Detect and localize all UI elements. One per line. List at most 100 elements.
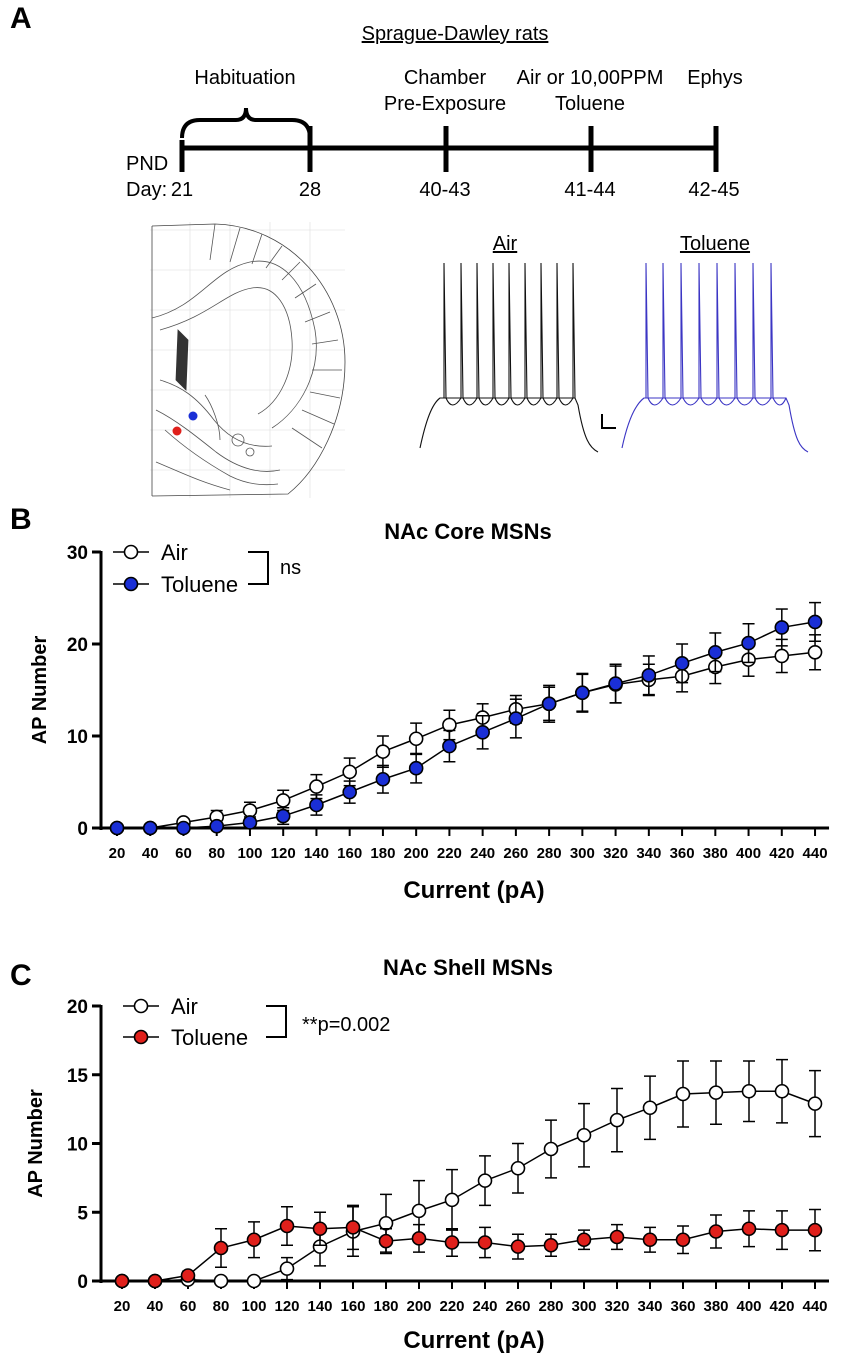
x-tick-label: 140 — [304, 845, 329, 862]
study-title: Sprague-Dawley rats — [361, 23, 549, 45]
data-point-toluene — [774, 620, 790, 635]
data-point-toluene — [213, 1240, 229, 1256]
data-point-air — [510, 1160, 526, 1176]
data-point-air — [279, 1261, 295, 1276]
x-tick-label: 360 — [670, 845, 695, 862]
series-toluene — [109, 601, 823, 836]
data-point-air — [774, 648, 790, 664]
x-tick-label: 100 — [237, 845, 262, 862]
data-point-air — [708, 1085, 724, 1100]
y-tick-label: 0 — [77, 1272, 88, 1293]
data-point-air — [411, 1203, 427, 1219]
x-tick-label: 60 — [180, 1298, 197, 1315]
data-point-toluene — [541, 696, 557, 712]
day-label: Day: — [126, 179, 168, 201]
x-tick-label: 40 — [142, 845, 159, 862]
x-tick-label: 400 — [736, 845, 761, 862]
data-point-air — [213, 1273, 229, 1289]
brain-section — [150, 222, 346, 498]
data-point-toluene — [508, 711, 524, 726]
x-tick-label: 280 — [537, 845, 562, 862]
panel-b-letter: B — [10, 503, 32, 536]
legend: Air Toluene **p=0.002 — [123, 994, 390, 1050]
data-point-toluene — [209, 818, 225, 834]
legend: Air Toluene ns — [113, 540, 301, 597]
chart-title: NAc Shell MSNs — [383, 955, 553, 980]
shell-recording-site — [172, 426, 182, 436]
x-tick-label: 300 — [571, 1298, 596, 1315]
series-line-toluene — [122, 1225, 815, 1282]
x-tick-label: 80 — [213, 1298, 230, 1315]
data-point-toluene — [342, 784, 357, 800]
x-tick-label: 160 — [337, 845, 362, 862]
significance-label: **p=0.002 — [302, 1014, 390, 1036]
data-point-air — [576, 1127, 592, 1143]
habituation-brace — [180, 107, 312, 139]
day-40-43: 40-43 — [419, 179, 471, 201]
x-tick-label: 300 — [570, 845, 595, 862]
x-tick-label: 220 — [439, 1298, 464, 1315]
panel-c-letter: C — [10, 959, 32, 992]
x-tick-label: 420 — [769, 1298, 794, 1315]
data-point-toluene — [378, 1233, 394, 1249]
data-point-toluene — [609, 1229, 625, 1245]
scale-bar — [601, 414, 616, 429]
x-tick-label: 320 — [604, 1298, 629, 1315]
data-point-air — [774, 1083, 790, 1099]
pnd-label: PND — [126, 153, 169, 175]
data-point-toluene — [807, 1222, 823, 1238]
data-point-toluene — [741, 1221, 757, 1237]
significance-bracket — [248, 551, 269, 585]
data-point-air — [408, 731, 424, 747]
data-point-toluene — [642, 1232, 658, 1248]
shell-chart: NAc Shell MSNs 0 5 10 15 20 20 40 60 80 100 120 140 1… — [25, 955, 829, 1354]
x-tick-label: 380 — [703, 845, 728, 862]
x-tick-label: 240 — [472, 1298, 497, 1315]
data-point-toluene — [246, 1232, 262, 1248]
significance-label: ns — [280, 557, 301, 579]
day-42-45: 42-45 — [688, 179, 740, 201]
legend-label-air: Air — [171, 994, 198, 1019]
y-tick-label: 5 — [77, 1203, 88, 1224]
x-tick-label: 340 — [637, 1298, 662, 1315]
x-tick-label: 440 — [803, 845, 828, 862]
data-point-toluene — [242, 815, 258, 830]
data-point-toluene — [674, 656, 690, 671]
x-tick-label: 260 — [503, 845, 528, 862]
x-tick-label: 80 — [208, 845, 225, 862]
data-point-toluene — [475, 725, 490, 740]
data-point-toluene — [312, 1221, 328, 1237]
x-tick-label: 380 — [703, 1298, 728, 1315]
x-tick-label: 260 — [505, 1298, 530, 1315]
ephys-label: Ephys — [687, 67, 743, 89]
core-chart: NAc Core MSNs 0 10 20 30 20 40 60 80 100 120 140 160… — [29, 519, 830, 904]
data-point-toluene — [275, 808, 291, 824]
x-tick-label: 340 — [636, 845, 661, 862]
data-point-air — [342, 764, 357, 780]
y-tick-label: 0 — [77, 819, 88, 840]
x-tick-label: 140 — [307, 1298, 332, 1315]
y-tick-label: 30 — [67, 543, 88, 564]
exposure-label-line2: Toluene — [554, 93, 626, 115]
data-point-air — [246, 1273, 262, 1289]
x-tick-label: 420 — [769, 845, 794, 862]
x-axis-label: Current (pA) — [403, 1327, 544, 1354]
y-tick-label: 20 — [67, 635, 88, 656]
data-point-air — [477, 1173, 493, 1188]
day-41-44: 41-44 — [564, 179, 616, 201]
data-point-toluene — [408, 760, 424, 776]
y-tick-label: 10 — [67, 727, 88, 748]
x-tick-label: 180 — [370, 845, 395, 862]
data-point-toluene — [180, 1268, 196, 1283]
series-line-air — [117, 651, 816, 829]
day-21: 21 — [170, 179, 194, 201]
data-point-toluene — [176, 820, 191, 836]
exposure-label-line1: Air or 10,00PPM — [516, 67, 664, 89]
x-tick-label: 220 — [437, 845, 462, 862]
x-tick-label: 180 — [373, 1298, 398, 1315]
legend-marker-toluene — [123, 576, 139, 592]
panel-a-graphics — [150, 107, 809, 498]
legend-label-toluene: Toluene — [171, 1025, 248, 1050]
x-tick-label: 20 — [109, 845, 126, 862]
data-point-toluene — [608, 676, 623, 691]
